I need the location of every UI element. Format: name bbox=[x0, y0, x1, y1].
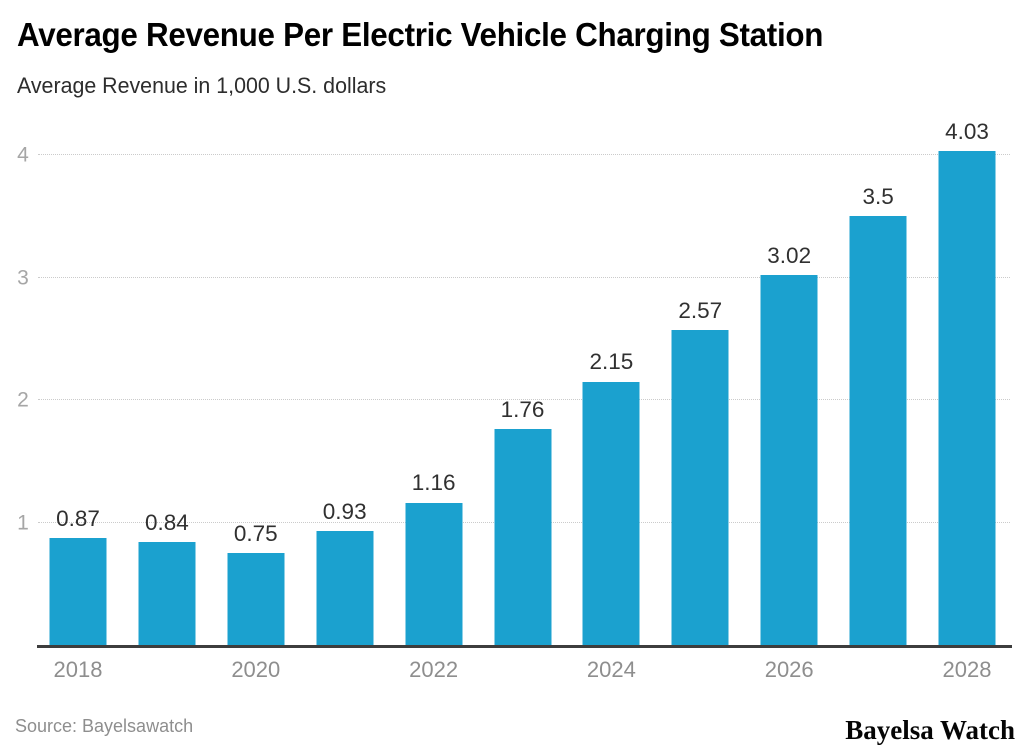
bar-2024[interactable]: 2.15 bbox=[582, 351, 640, 645]
x-axis-tick-label-2022: 2022 bbox=[409, 657, 459, 682]
bar-value-label-2018: 0.87 bbox=[56, 505, 100, 531]
y-axis-tick-label-3: 3 bbox=[17, 266, 29, 289]
bar-2027[interactable]: 3.5 bbox=[849, 185, 907, 645]
bar-value-label-2020: 0.75 bbox=[233, 520, 278, 546]
bar-2018[interactable]: 0.87 bbox=[49, 507, 107, 645]
bar-value-label-2023: 1.76 bbox=[500, 396, 545, 422]
bar-2021[interactable]: 0.93 bbox=[316, 500, 374, 645]
bar-value-label-2026: 3.02 bbox=[767, 242, 812, 268]
bar-2020[interactable]: 0.75 bbox=[227, 522, 285, 645]
x-axis-tick-label-2024: 2024 bbox=[586, 657, 636, 682]
gridline-2 bbox=[38, 399, 1010, 400]
bar-value-label-2022: 1.16 bbox=[411, 470, 456, 496]
source-text: Source: Bayelsawatch bbox=[15, 716, 194, 736]
bar-value-label-2025: 2.57 bbox=[678, 297, 723, 323]
gridline-3 bbox=[38, 276, 1010, 278]
y-axis-tick-label-2: 2 bbox=[17, 388, 29, 412]
brand-logo-text: Bayelsa Watch bbox=[845, 715, 1015, 745]
x-axis-tick-label-2018: 2018 bbox=[53, 657, 103, 682]
x-axis-tick-label-2020: 2020 bbox=[231, 657, 281, 682]
gridline-4 bbox=[38, 154, 1010, 155]
x-axis-line bbox=[37, 645, 1012, 648]
bar-value-label-2028: 4.03 bbox=[945, 118, 989, 144]
x-axis-tick-label-2028: 2028 bbox=[942, 657, 992, 682]
chart-subtitle: Average Revenue in 1,000 U.S. dollars bbox=[17, 73, 387, 98]
chart-title: Average Revenue Per Electric Vehicle Cha… bbox=[17, 16, 824, 53]
y-axis-tick-label-4: 4 bbox=[17, 143, 29, 167]
bar-value-label-2027: 3.5 bbox=[862, 183, 894, 209]
bar-2025[interactable]: 2.57 bbox=[671, 299, 729, 645]
bar-2019[interactable]: 0.84 bbox=[138, 511, 196, 645]
bar-2022[interactable]: 1.16 bbox=[405, 472, 463, 645]
plot-area: 1 2 3 4 0.87 2018 0.84 0.75 2020 0.93 1.16 2022 1.76… bbox=[17, 120, 1012, 681]
bar-2028[interactable]: 4.03 bbox=[938, 120, 996, 645]
bar-2026[interactable]: 3.02 bbox=[760, 244, 818, 645]
bar-value-label-2021: 0.93 bbox=[322, 498, 367, 524]
x-axis-tick-label-2026: 2026 bbox=[764, 657, 814, 682]
bar-value-label-2019: 0.84 bbox=[144, 509, 189, 535]
bar-value-label-2024: 2.15 bbox=[589, 349, 634, 375]
y-axis-tick-label-1: 1 bbox=[17, 511, 29, 534]
bar-2023[interactable]: 1.76 bbox=[494, 398, 551, 645]
